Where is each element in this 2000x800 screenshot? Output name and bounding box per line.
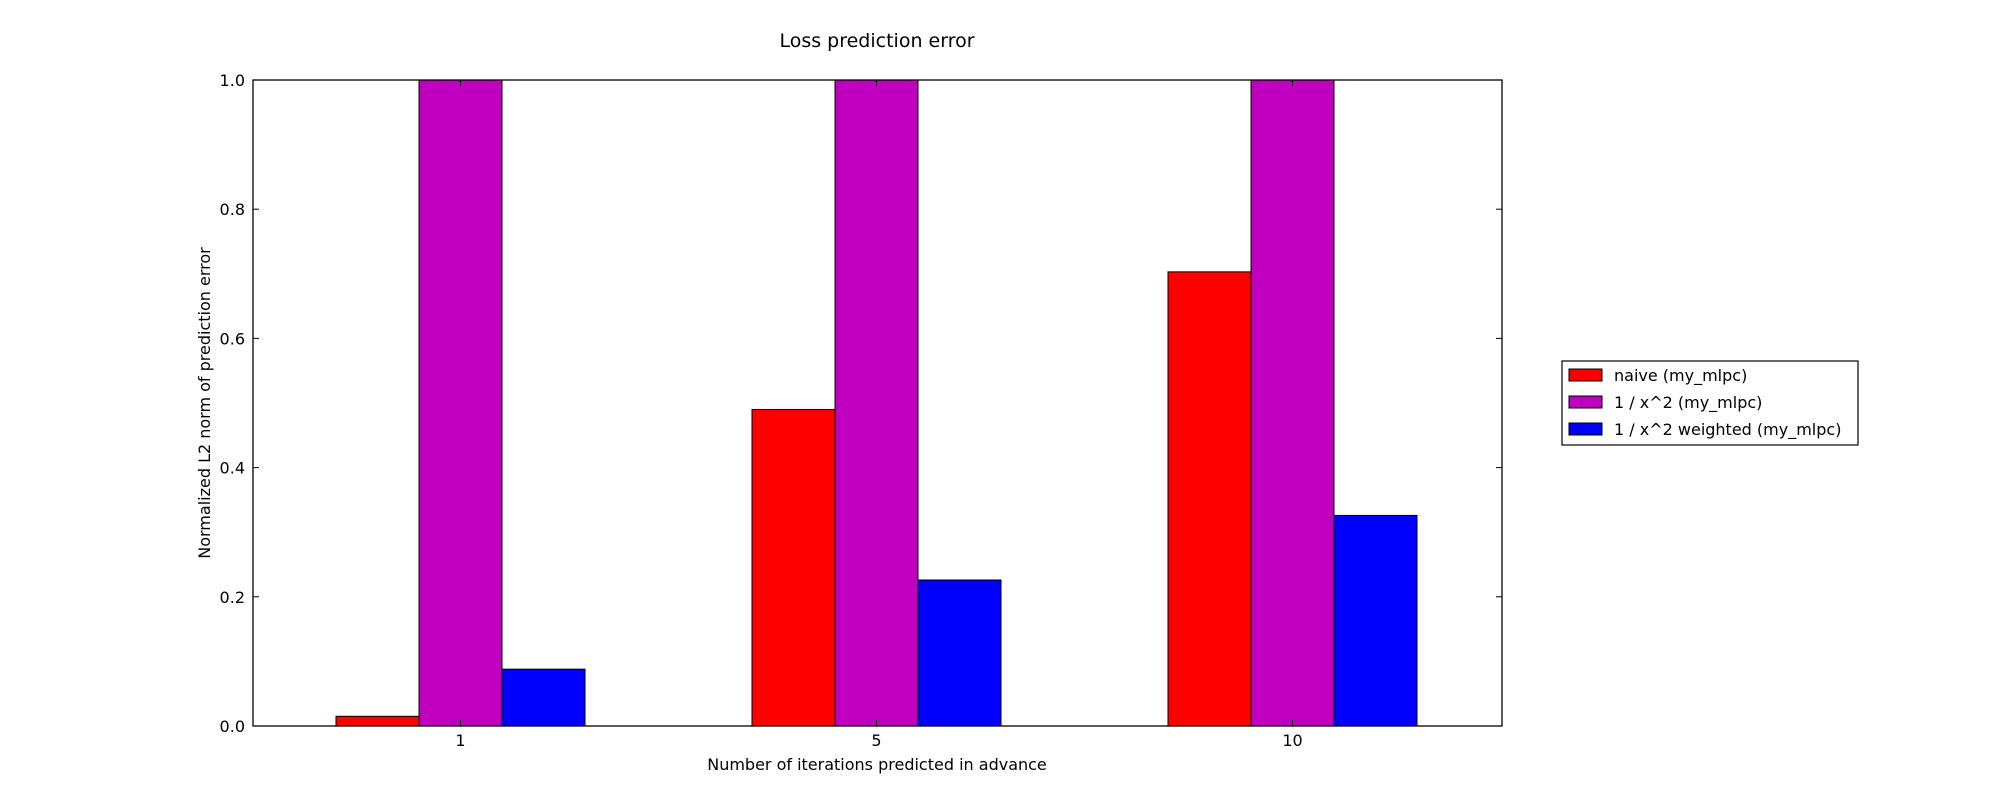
x-tick-label: 5 xyxy=(871,731,881,750)
legend-swatch xyxy=(1568,422,1603,436)
legend-swatch xyxy=(1568,395,1603,409)
plot-area-frame xyxy=(252,79,1503,727)
y-tick-label: 1.0 xyxy=(220,71,245,90)
legend-swatch xyxy=(1568,368,1603,382)
legend: naive (my_mlpc) 1 / x^2 (my_mlpc) 1 / x^2 … xyxy=(1561,360,1859,446)
y-tick-label: 0.6 xyxy=(220,329,245,348)
bar-series-1-5 xyxy=(751,408,836,727)
bar-series-1-1 xyxy=(335,715,420,727)
bar-series-2-10 xyxy=(1250,79,1335,727)
bar-series-3-10 xyxy=(1333,514,1418,727)
legend-label: 1 / x^2 (my_mlpc) xyxy=(1614,393,1762,413)
y-tick-label: 0.2 xyxy=(220,588,245,607)
y-axis-label: Normalized L2 norm of prediction error xyxy=(195,247,214,559)
x-tick-label: 10 xyxy=(1282,731,1302,750)
legend-frame xyxy=(1561,360,1859,446)
bar-series-2-5 xyxy=(834,79,919,727)
chart-title: Loss prediction error xyxy=(779,30,974,52)
legend-label: naive (my_mlpc) xyxy=(1614,366,1747,386)
legend-label: 1 / x^2 weighted (my_mlpc) xyxy=(1614,420,1841,440)
axis-ticks-layer: 0.0 0.2 0.4 0.6 0.8 1.0 1 5 10 xyxy=(220,71,1502,750)
y-tick-label: 0.4 xyxy=(220,459,245,478)
bar-series-1-10 xyxy=(1167,271,1252,727)
bar-series-2-1 xyxy=(418,79,503,727)
x-axis-label: Number of iterations predicted in advanc… xyxy=(707,755,1047,774)
bar-series-3-5 xyxy=(917,579,1002,727)
bar-series-3-1 xyxy=(501,668,586,727)
x-tick-label: 1 xyxy=(455,731,465,750)
bars-layer xyxy=(335,79,1418,727)
y-tick-label: 0.8 xyxy=(220,200,245,219)
y-tick-label: 0.0 xyxy=(220,717,245,736)
